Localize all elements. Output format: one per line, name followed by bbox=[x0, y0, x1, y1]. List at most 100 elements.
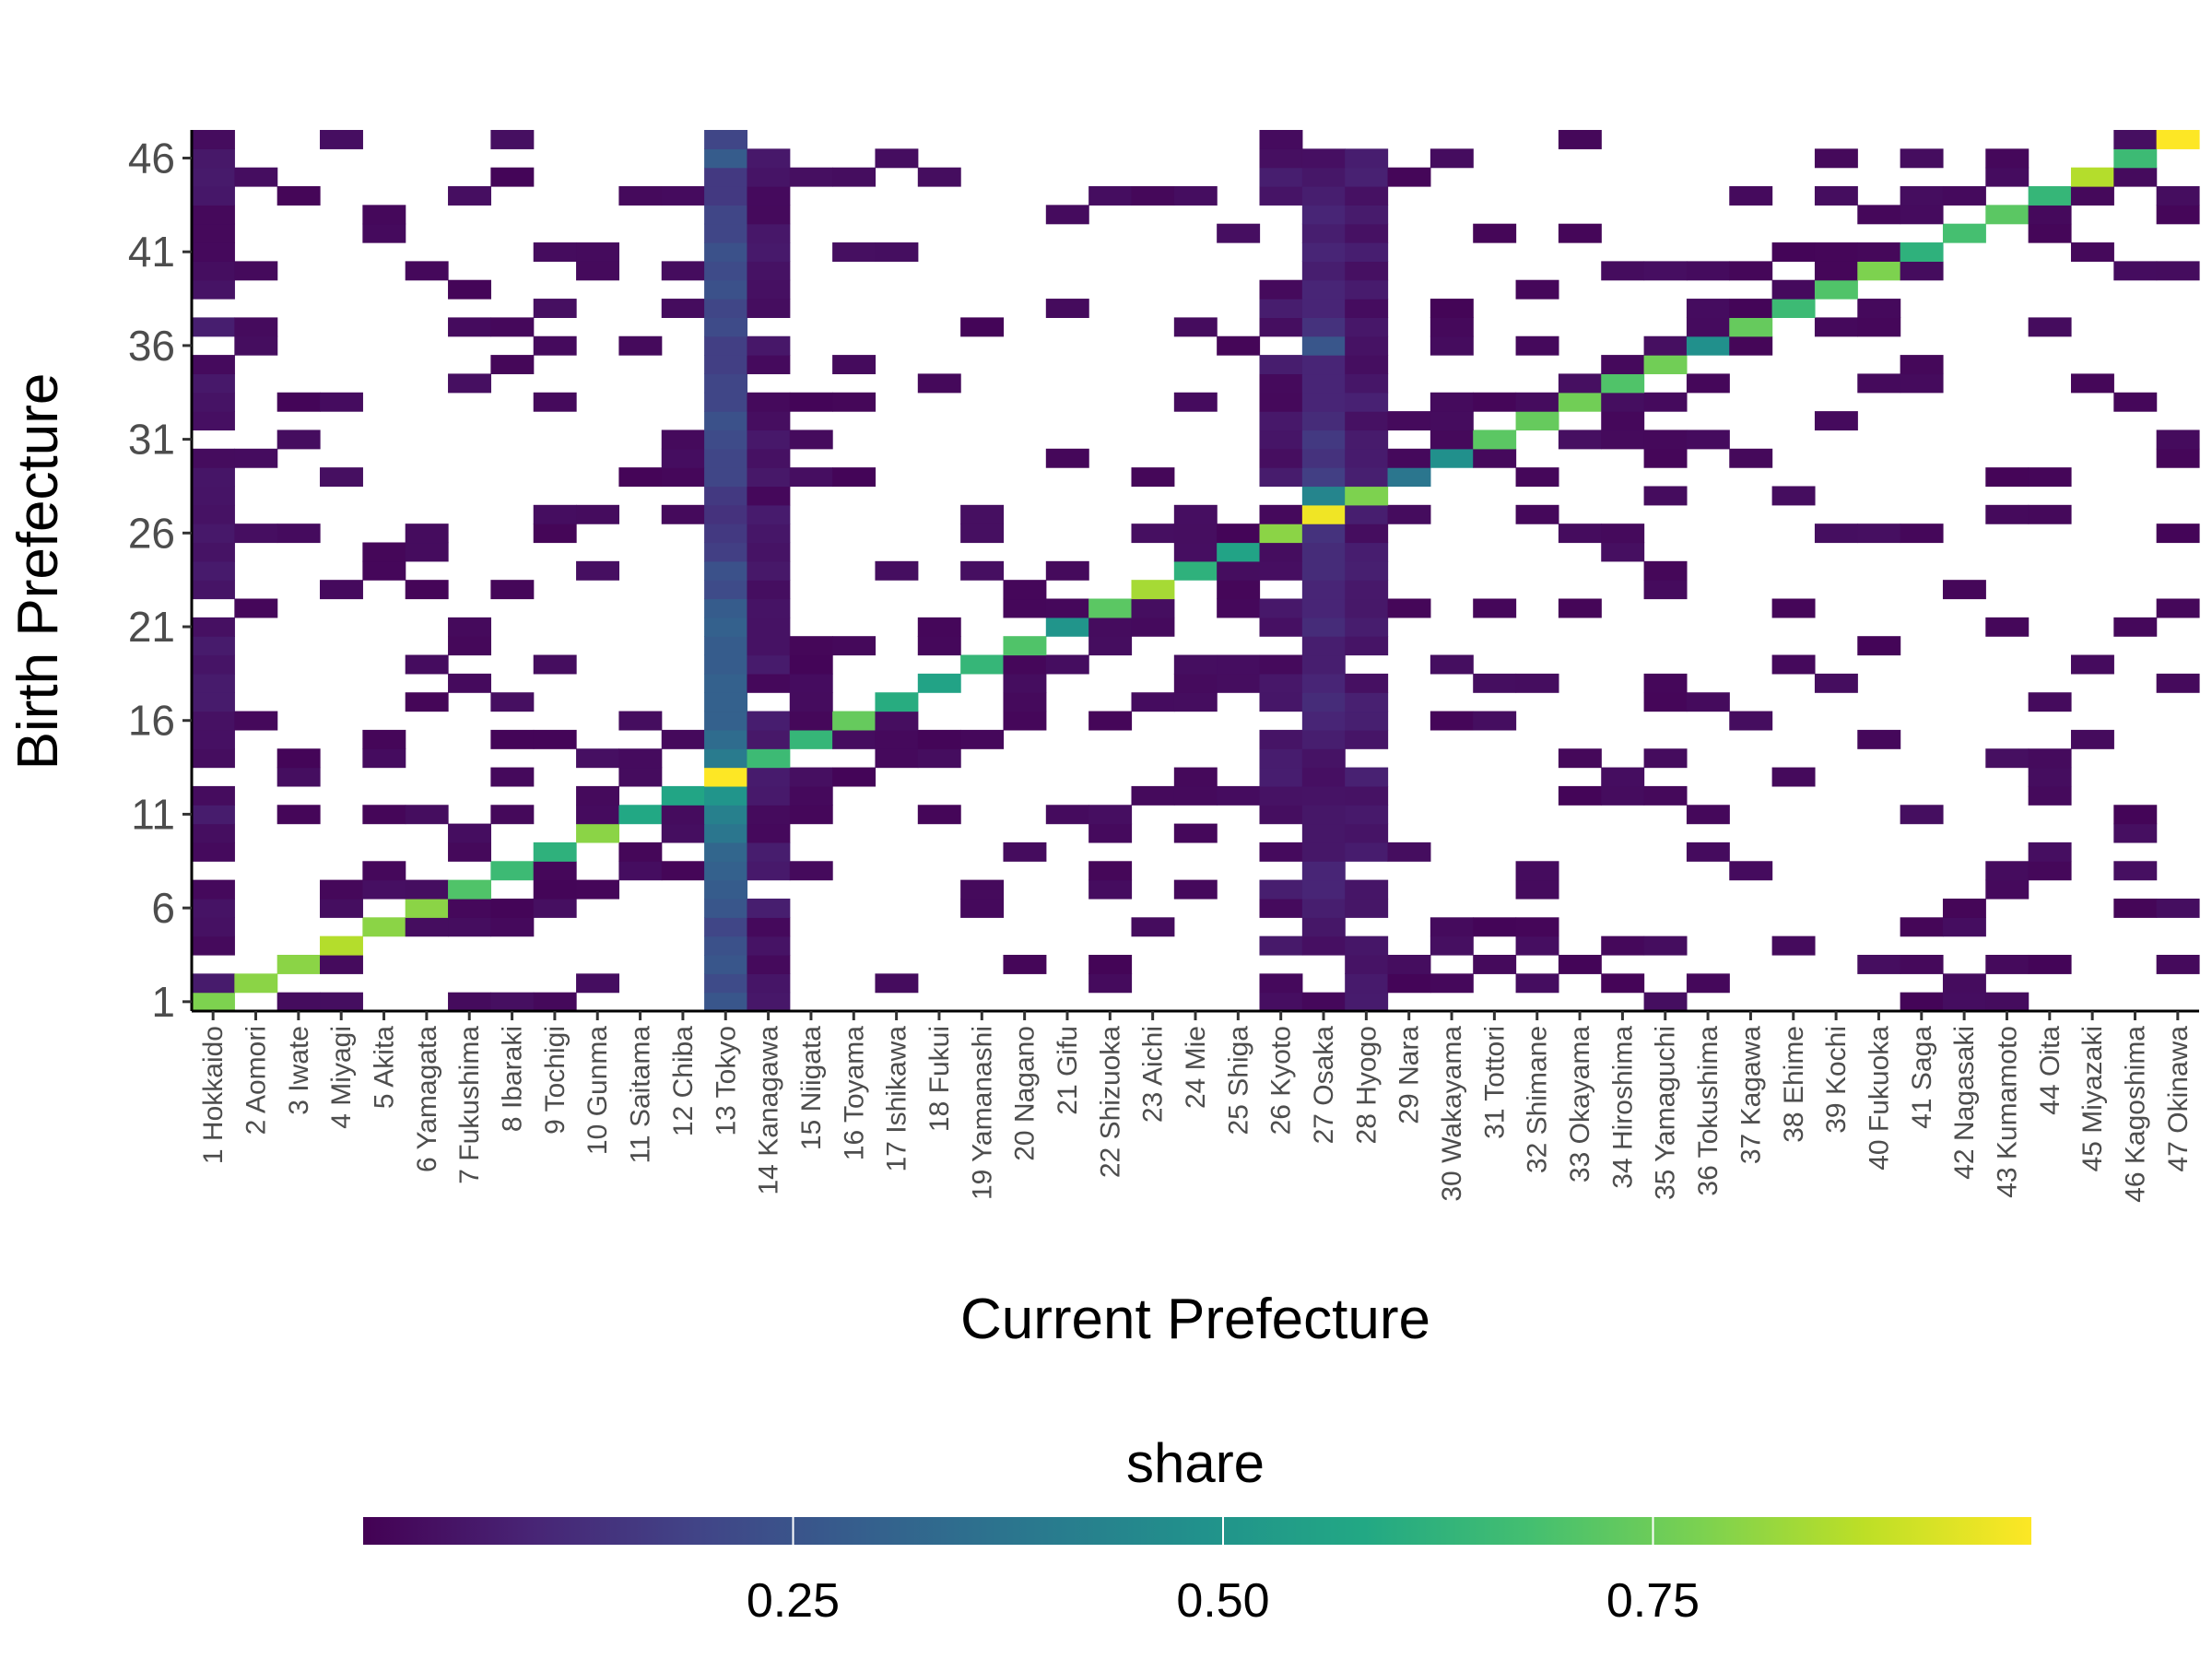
heatmap-cell bbox=[1515, 917, 1559, 937]
heatmap-cell bbox=[960, 654, 1005, 675]
heatmap-cell bbox=[1601, 411, 1645, 431]
heatmap-cell bbox=[1301, 917, 1346, 937]
heatmap-cell bbox=[1985, 748, 2030, 769]
heatmap-cell bbox=[2156, 954, 2200, 974]
heatmap-cell bbox=[704, 279, 748, 300]
x-tick-label: 37 Kagawa bbox=[1735, 1026, 1766, 1164]
x-tick-label: 17 Ishikawa bbox=[882, 1026, 912, 1172]
y-tick-label: 1 bbox=[151, 978, 175, 1026]
heatmap-cell bbox=[576, 748, 619, 769]
heatmap-cell bbox=[1686, 973, 1730, 994]
heatmap-cell bbox=[747, 598, 791, 618]
x-tick-label: 23 Aichi bbox=[1138, 1026, 1169, 1123]
heatmap-cell bbox=[2113, 617, 2158, 637]
heatmap-cell bbox=[1771, 279, 1816, 300]
heatmap-cell bbox=[1558, 373, 1602, 394]
heatmap-cell bbox=[747, 673, 791, 693]
heatmap-cell bbox=[1259, 429, 1303, 450]
x-tick-label: 38 Ehime bbox=[1779, 1026, 1809, 1143]
heatmap-cell bbox=[192, 673, 235, 693]
heatmap-cell bbox=[362, 805, 406, 825]
heatmap-cell bbox=[2028, 692, 2072, 712]
heatmap-cell bbox=[1217, 524, 1261, 544]
heatmap-cell bbox=[576, 242, 619, 262]
x-tick-label: 8 Ibaraki bbox=[498, 1026, 528, 1132]
heatmap-cell bbox=[747, 186, 791, 206]
heatmap-cell bbox=[1857, 242, 1901, 262]
heatmap-cell bbox=[1259, 692, 1303, 712]
heatmap-cell bbox=[405, 879, 449, 900]
heatmap-cell bbox=[1900, 917, 1944, 937]
heatmap-cell bbox=[747, 279, 791, 300]
y-tick-label: 21 bbox=[128, 603, 175, 651]
x-tick-label: 33 Okayama bbox=[1565, 1026, 1595, 1182]
heatmap-cell bbox=[1131, 524, 1175, 544]
heatmap-cell bbox=[192, 392, 235, 412]
heatmap-cell bbox=[533, 504, 577, 524]
heatmap-cell bbox=[1729, 861, 1773, 881]
heatmap-cell bbox=[1857, 373, 1901, 394]
heatmap-cell bbox=[2113, 805, 2158, 825]
heatmap-cell bbox=[875, 560, 919, 581]
heatmap-cell bbox=[1345, 805, 1389, 825]
heatmap-cell bbox=[1345, 448, 1389, 468]
heatmap-cell bbox=[917, 729, 961, 749]
heatmap-cell bbox=[917, 617, 961, 637]
heatmap-cell bbox=[405, 542, 449, 562]
heatmap-cell bbox=[1558, 954, 1602, 974]
heatmap-cell bbox=[192, 411, 235, 431]
heatmap-cell bbox=[704, 504, 748, 524]
heatmap-cell bbox=[448, 186, 491, 206]
heatmap-cell bbox=[1345, 992, 1389, 1012]
heatmap-cell bbox=[875, 242, 919, 262]
heatmap-cell bbox=[320, 992, 363, 1012]
heatmap-cell bbox=[1430, 973, 1474, 994]
heatmap-cell bbox=[533, 861, 577, 881]
heatmap-cell bbox=[1345, 411, 1389, 431]
heatmap-cell bbox=[704, 879, 748, 900]
y-tick-label: 36 bbox=[128, 322, 175, 370]
heatmap-cell bbox=[1729, 711, 1773, 731]
heatmap-cell bbox=[704, 411, 748, 431]
heatmap-cell bbox=[661, 504, 705, 524]
heatmap-cell bbox=[320, 935, 363, 956]
heatmap-cell bbox=[1131, 580, 1175, 600]
heatmap-cell bbox=[1259, 729, 1303, 749]
heatmap-cell bbox=[747, 861, 791, 881]
x-tick-label: 2 Aomori bbox=[241, 1026, 272, 1135]
x-tick-label: 45 Miyazaki bbox=[2077, 1026, 2108, 1171]
heatmap-cell bbox=[320, 879, 363, 900]
heatmap-cell bbox=[1601, 524, 1645, 544]
heatmap-cell bbox=[704, 992, 748, 1012]
heatmap-cell bbox=[1771, 767, 1816, 787]
heatmap-cell bbox=[192, 542, 235, 562]
heatmap-cell bbox=[1771, 299, 1816, 318]
heatmap-cell bbox=[789, 673, 833, 693]
heatmap-cell bbox=[1259, 748, 1303, 769]
heatmap-cell bbox=[661, 823, 705, 843]
x-tick-label: 10 Gunma bbox=[582, 1026, 613, 1155]
heatmap-cell bbox=[2156, 598, 2200, 618]
heatmap-cell bbox=[1259, 167, 1303, 187]
heatmap-cell bbox=[192, 167, 235, 187]
heatmap-cell bbox=[1173, 823, 1218, 843]
heatmap-cell bbox=[1345, 767, 1389, 787]
heatmap-cell bbox=[747, 242, 791, 262]
x-tick-label: 9 Tochigi bbox=[540, 1026, 571, 1135]
heatmap-cell bbox=[747, 429, 791, 450]
heatmap-cell bbox=[960, 317, 1005, 337]
heatmap-cell bbox=[1643, 935, 1688, 956]
heatmap-cell bbox=[1387, 504, 1431, 524]
heatmap-cell bbox=[192, 130, 235, 149]
heatmap-cell bbox=[234, 448, 278, 468]
heatmap-cell bbox=[1259, 186, 1303, 206]
heatmap-cell bbox=[1301, 748, 1346, 769]
heatmap-cell bbox=[490, 317, 535, 337]
heatmap-cell bbox=[747, 992, 791, 1012]
heatmap-cell bbox=[1473, 917, 1517, 937]
heatmap-cell bbox=[448, 879, 491, 900]
heatmap-cell bbox=[704, 954, 748, 974]
heatmap-cell bbox=[704, 223, 748, 243]
heatmap-cell bbox=[1900, 186, 1944, 206]
heatmap-cell bbox=[1985, 992, 2030, 1012]
